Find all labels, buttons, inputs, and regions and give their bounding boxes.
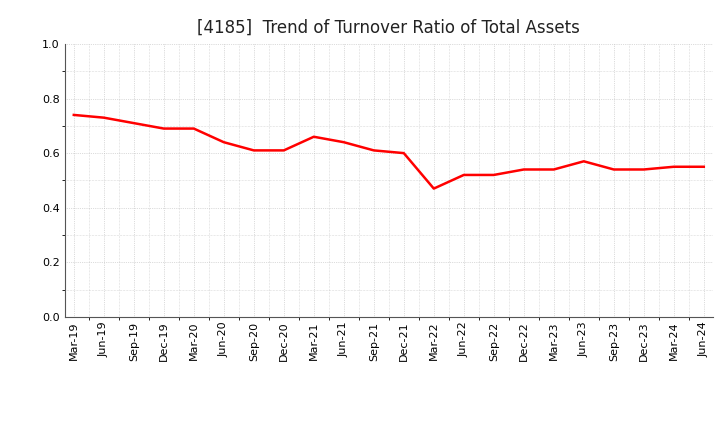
Title: [4185]  Trend of Turnover Ratio of Total Assets: [4185] Trend of Turnover Ratio of Total … (197, 19, 580, 37)
